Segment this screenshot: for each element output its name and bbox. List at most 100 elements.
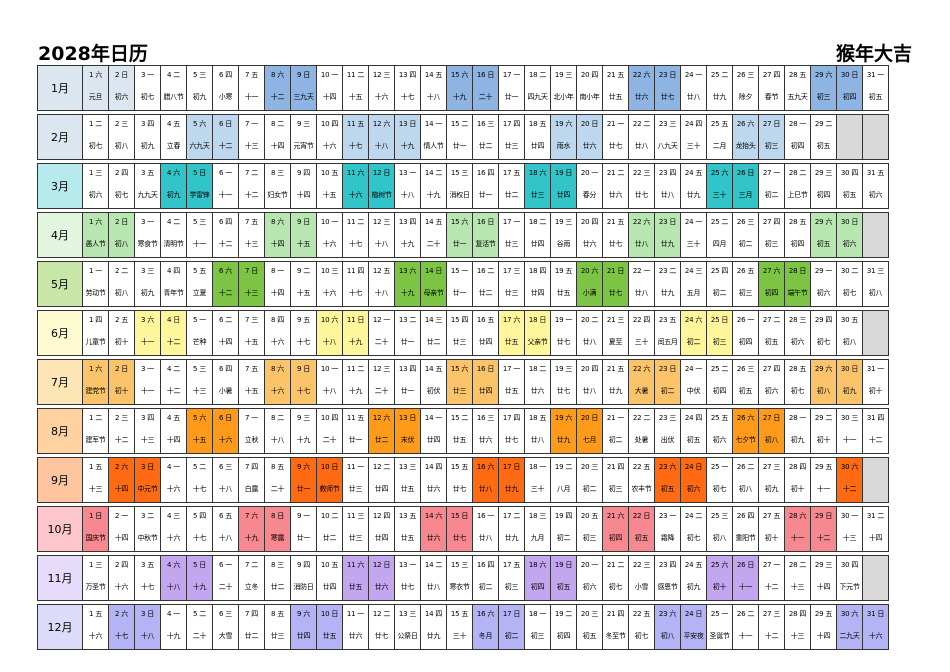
day-cell[interactable]: 3 五九九天 (135, 163, 161, 209)
day-cell[interactable]: 24 五廿九 (681, 163, 707, 209)
day-cell[interactable]: 31 四十二 (863, 408, 889, 454)
day-cell[interactable]: 22 一廿八 (629, 261, 655, 307)
day-cell[interactable]: 16 五廿四 (473, 310, 499, 356)
day-cell[interactable]: 7 五十一 (239, 65, 265, 111)
day-cell[interactable]: 15 三寒衣节 (447, 555, 473, 601)
day-cell[interactable]: 31 二十四 (863, 506, 889, 552)
day-cell[interactable]: 2 日初十 (109, 359, 135, 405)
day-cell[interactable]: 17 一廿一 (499, 65, 525, 111)
day-cell[interactable]: 22 日初五 (629, 506, 655, 552)
day-cell[interactable]: 9 日十七 (291, 359, 317, 405)
day-cell[interactable]: 23 四感恩节 (655, 555, 681, 601)
day-cell[interactable]: 8 五二十 (265, 457, 291, 503)
day-cell[interactable]: 29 一初六 (811, 261, 837, 307)
day-cell[interactable]: 7 五十五 (239, 359, 265, 405)
day-cell[interactable]: 15 五廿七 (447, 457, 473, 503)
day-cell[interactable]: 16 四廿一 (473, 163, 499, 209)
day-cell[interactable]: 5 二十七 (187, 457, 213, 503)
day-cell[interactable]: 9 三元宵节 (291, 114, 317, 160)
day-cell[interactable]: 29 五十一 (811, 457, 837, 503)
day-cell[interactable]: 20 日七月 (577, 408, 603, 454)
day-cell[interactable]: 24 一三十 (681, 212, 707, 258)
day-cell[interactable]: 6 四小暑 (213, 359, 239, 405)
day-cell[interactable]: 18 一初三 (525, 604, 551, 650)
day-cell[interactable]: 14 五二十 (421, 212, 447, 258)
day-cell[interactable]: 30 六二九天 (837, 604, 863, 650)
day-cell[interactable]: 5 四十七 (187, 506, 213, 552)
day-cell[interactable]: 16 四初二 (473, 555, 499, 601)
day-cell[interactable]: 25 二初四 (707, 359, 733, 405)
day-cell[interactable]: 14 三廿二 (421, 310, 447, 356)
day-cell[interactable]: 13 一十八 (395, 163, 421, 209)
day-cell[interactable]: 23 一霜降 (655, 506, 681, 552)
day-cell[interactable]: 18 三九月 (525, 506, 551, 552)
day-cell[interactable]: 18 二四九天 (525, 65, 551, 111)
day-cell[interactable]: 15 五三十 (447, 604, 473, 650)
day-cell[interactable]: 6 五十八 (213, 506, 239, 552)
day-cell[interactable]: 30 四下元节 (837, 555, 863, 601)
day-cell[interactable]: 7 四廿二 (239, 604, 265, 650)
day-cell[interactable]: 1 六元旦 (83, 65, 109, 111)
day-cell[interactable]: 22 六廿八 (629, 212, 655, 258)
day-cell[interactable]: 28 一初九 (785, 408, 811, 454)
day-cell[interactable]: 29 三十四 (811, 555, 837, 601)
day-cell[interactable]: 16 日廿四 (473, 359, 499, 405)
day-cell[interactable]: 30 日初九 (837, 359, 863, 405)
day-cell[interactable]: 5 二二十 (187, 604, 213, 650)
day-cell[interactable]: 7 六十九 (239, 506, 265, 552)
day-cell[interactable]: 7 二立冬 (239, 555, 265, 601)
day-cell[interactable]: 28 一初四 (785, 114, 811, 160)
day-cell[interactable]: 21 四冬至节 (603, 604, 629, 650)
day-cell[interactable]: 9 一廿一 (291, 506, 317, 552)
day-cell[interactable]: 23 三八九天 (655, 114, 681, 160)
day-cell[interactable]: 3 三初九 (135, 261, 161, 307)
day-cell[interactable]: 28 四十三 (785, 604, 811, 650)
day-cell[interactable]: 20 三初五 (577, 604, 603, 650)
day-cell[interactable]: 16 六廿八 (473, 457, 499, 503)
day-cell[interactable]: 27 三十二 (759, 604, 785, 650)
day-cell[interactable]: 12 一二十 (369, 310, 395, 356)
day-cell[interactable]: 19 五廿五 (551, 261, 577, 307)
day-cell[interactable]: 9 日十五 (291, 212, 317, 258)
day-cell[interactable]: 29 日十二 (811, 506, 837, 552)
day-cell[interactable]: 16 三廿二 (473, 114, 499, 160)
day-cell[interactable]: 5 六六九天 (187, 114, 213, 160)
day-cell[interactable]: 26 日十一 (733, 555, 759, 601)
day-cell[interactable]: 16 三廿六 (473, 408, 499, 454)
day-cell[interactable]: 22 二廿八 (629, 114, 655, 160)
day-cell[interactable]: 11 一廿三 (343, 457, 369, 503)
day-cell[interactable]: 10 五十五 (317, 163, 343, 209)
day-cell[interactable]: 4 一十九 (161, 604, 187, 650)
day-cell[interactable]: 4 二清明节 (161, 212, 187, 258)
day-cell[interactable]: 20 日廿六 (577, 114, 603, 160)
day-cell[interactable]: 9 五十七 (291, 310, 317, 356)
day-cell[interactable]: 25 二四月 (707, 212, 733, 258)
day-cell[interactable]: 28 五五九天 (785, 65, 811, 111)
day-cell[interactable]: 26 二初八 (733, 457, 759, 503)
day-cell[interactable]: 29 二初五 (811, 114, 837, 160)
day-cell[interactable]: 6 日十二 (213, 114, 239, 160)
day-cell[interactable]: 11 五廿一 (343, 408, 369, 454)
day-cell[interactable]: 21 二初七 (603, 555, 629, 601)
day-cell[interactable]: 14 四廿六 (421, 457, 447, 503)
day-cell[interactable]: 1 二初七 (83, 114, 109, 160)
day-cell[interactable]: 15 二廿一 (447, 114, 473, 160)
day-cell[interactable]: 5 三十三 (187, 359, 213, 405)
day-cell[interactable]: 13 六十九 (395, 261, 421, 307)
day-cell[interactable]: 1 二建军节 (83, 408, 109, 454)
day-cell[interactable]: 10 一十六 (317, 212, 343, 258)
day-cell[interactable]: 1 一劳动节 (83, 261, 109, 307)
day-cell[interactable]: 19 六廿九 (551, 408, 577, 454)
day-cell[interactable]: 5 一芒种 (187, 310, 213, 356)
day-cell[interactable]: 9 四十四 (291, 163, 317, 209)
day-cell[interactable]: 17 一廿三 (499, 212, 525, 258)
day-cell[interactable]: 8 日寒露 (265, 506, 291, 552)
day-cell[interactable]: 11 四十七 (343, 261, 369, 307)
day-cell[interactable]: 26 日三月 (733, 163, 759, 209)
day-cell[interactable]: 25 四初二 (707, 261, 733, 307)
day-cell[interactable]: 21 一廿七 (603, 114, 629, 160)
day-cell[interactable]: 4 六十八 (161, 555, 187, 601)
day-cell[interactable]: 14 一情人节 (421, 114, 447, 160)
day-cell[interactable]: 21 一初二 (603, 408, 629, 454)
day-cell[interactable]: 28 四初十 (785, 457, 811, 503)
